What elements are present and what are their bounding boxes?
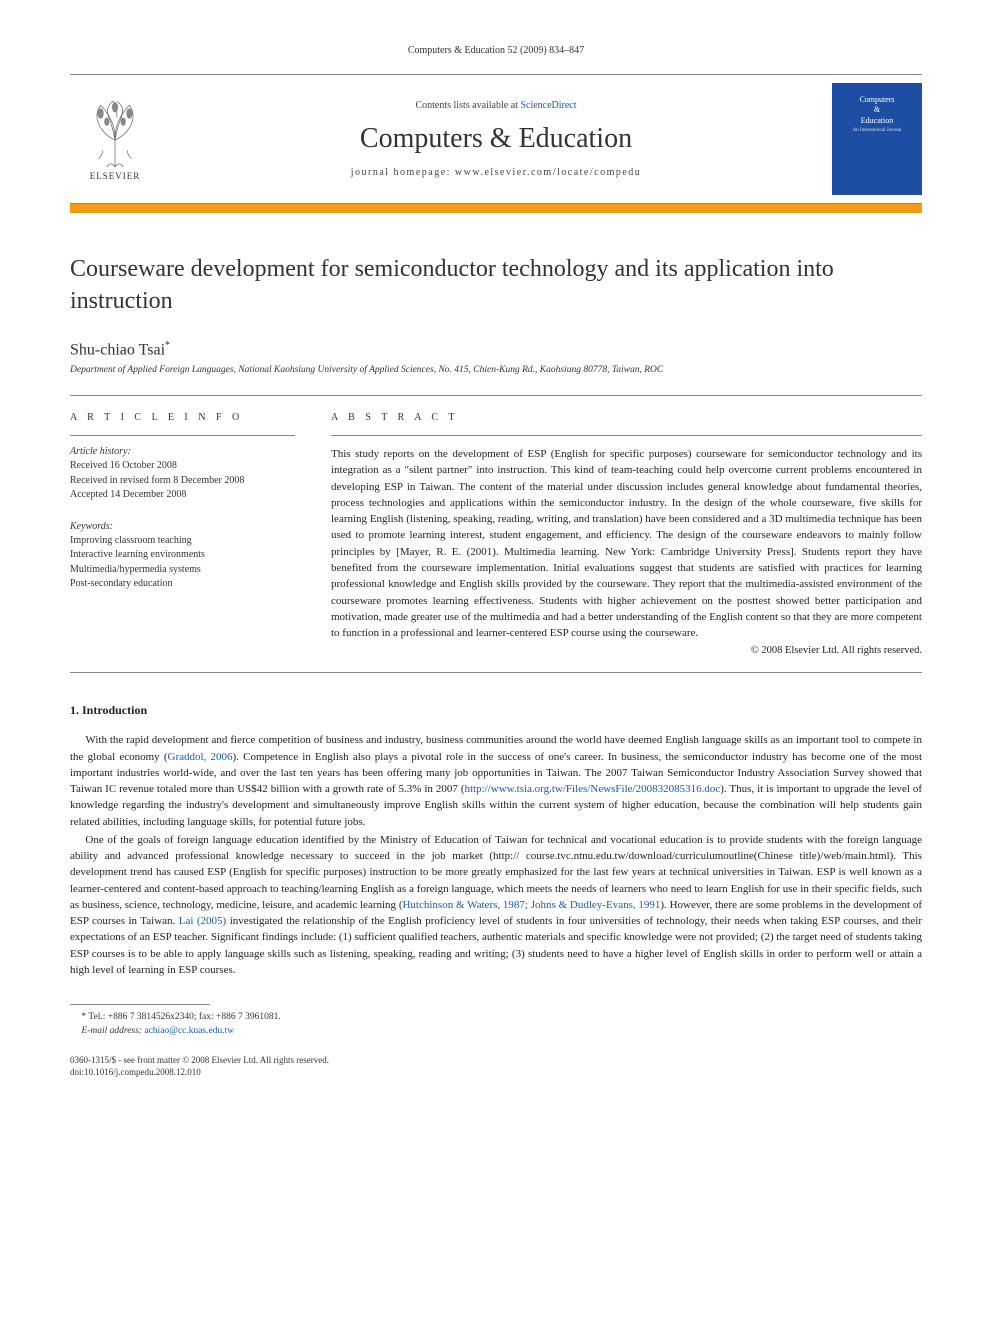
article-info-block: A R T I C L E I N F O Article history: R… — [70, 412, 295, 656]
keyword-1: Improving classroom teaching — [70, 534, 295, 549]
abstract-rule — [331, 435, 922, 436]
section-title: Introduction — [82, 703, 147, 717]
info-rule — [70, 435, 295, 436]
cite-graddol-2006[interactable]: Graddol, 2006 — [168, 751, 233, 763]
homepage-url: www.elsevier.com/locate/compedu — [455, 167, 641, 178]
abstract-label: A B S T R A C T — [331, 412, 922, 423]
abstract-text: This study reports on the development of… — [331, 446, 922, 641]
cover-title-2: Education — [861, 116, 893, 125]
contents-prefix: Contents lists available at — [415, 100, 520, 111]
cover-title-1: Computers — [859, 95, 894, 104]
publisher-logo-block: ELSEVIER — [70, 97, 160, 181]
body-top-rule — [70, 672, 922, 673]
journal-cover-thumbnail: Computers&Education An International Jou… — [832, 83, 922, 195]
journal-banner: ELSEVIER Contents lists available at Sci… — [70, 74, 922, 204]
section-number: 1. — [70, 703, 79, 717]
email-footnote: E-mail address: achiao@cc.kuas.edu.tw — [70, 1025, 922, 1038]
cite-hutchinson-johns[interactable]: Hutchinson & Waters, 1987; Johns & Dudle… — [402, 899, 660, 911]
cover-subtitle: An International Journal — [853, 128, 902, 133]
cover-title: Computers&Education — [859, 95, 894, 126]
elsevier-tree-icon — [84, 97, 146, 169]
corresponding-footnote: * Tel.: +886 7 3814526x2340; fax: +886 7… — [70, 1011, 922, 1024]
keywords-label: Keywords: — [70, 521, 295, 532]
author-text: Shu-chiao Tsai — [70, 341, 165, 358]
footnote-rule — [70, 1004, 210, 1005]
abstract-copyright: © 2008 Elsevier Ltd. All rights reserved… — [331, 645, 922, 656]
journal-homepage-line: journal homepage: www.elsevier.com/locat… — [160, 167, 832, 178]
abstract-block: A B S T R A C T This study reports on th… — [331, 412, 922, 656]
contents-available-line: Contents lists available at ScienceDirec… — [160, 100, 832, 111]
link-tsia-doc[interactable]: http://www.tsia.org.tw/Files/NewsFile/20… — [464, 783, 720, 795]
journal-name: Computers & Education — [160, 123, 832, 155]
keyword-3: Multimedia/hypermedia systems — [70, 563, 295, 578]
email-link[interactable]: achiao@cc.kuas.edu.tw — [144, 1026, 234, 1036]
publisher-name: ELSEVIER — [90, 171, 141, 181]
article-info-label: A R T I C L E I N F O — [70, 412, 295, 423]
affiliation: Department of Applied Foreign Languages,… — [70, 365, 922, 375]
history-revised: Received in revised form 8 December 2008 — [70, 474, 295, 489]
email-label: E-mail address: — [81, 1026, 142, 1036]
intro-paragraph-1: With the rapid development and fierce co… — [70, 732, 922, 830]
cite-lai-2005[interactable]: Lai (2005) — [179, 915, 226, 927]
meta-row: A R T I C L E I N F O Article history: R… — [70, 395, 922, 656]
footer-copyright: 0360-1315/$ - see front matter © 2008 El… — [70, 1054, 922, 1066]
corresp-marker: * — [165, 340, 170, 351]
section-heading-intro: 1. Introduction — [70, 703, 922, 718]
accent-rule — [70, 204, 922, 213]
footer-doi: doi:10.1016/j.compedu.2008.12.010 — [70, 1066, 922, 1078]
running-head: Computers & Education 52 (2009) 834–847 — [70, 45, 922, 56]
history-received: Received 16 October 2008 — [70, 459, 295, 474]
author-name: Shu-chiao Tsai* — [70, 340, 922, 359]
history-label: Article history: — [70, 446, 295, 457]
homepage-prefix: journal homepage: — [351, 167, 455, 178]
keyword-2: Interactive learning environments — [70, 548, 295, 563]
intro-paragraph-2: One of the goals of foreign language edu… — [70, 832, 922, 978]
history-accepted: Accepted 14 December 2008 — [70, 488, 295, 503]
banner-center: Contents lists available at ScienceDirec… — [160, 94, 832, 184]
keyword-4: Post-secondary education — [70, 577, 295, 592]
page-footer: 0360-1315/$ - see front matter © 2008 El… — [70, 1054, 922, 1078]
sciencedirect-link[interactable]: ScienceDirect — [520, 100, 576, 111]
article-title: Courseware development for semiconductor… — [70, 253, 922, 318]
